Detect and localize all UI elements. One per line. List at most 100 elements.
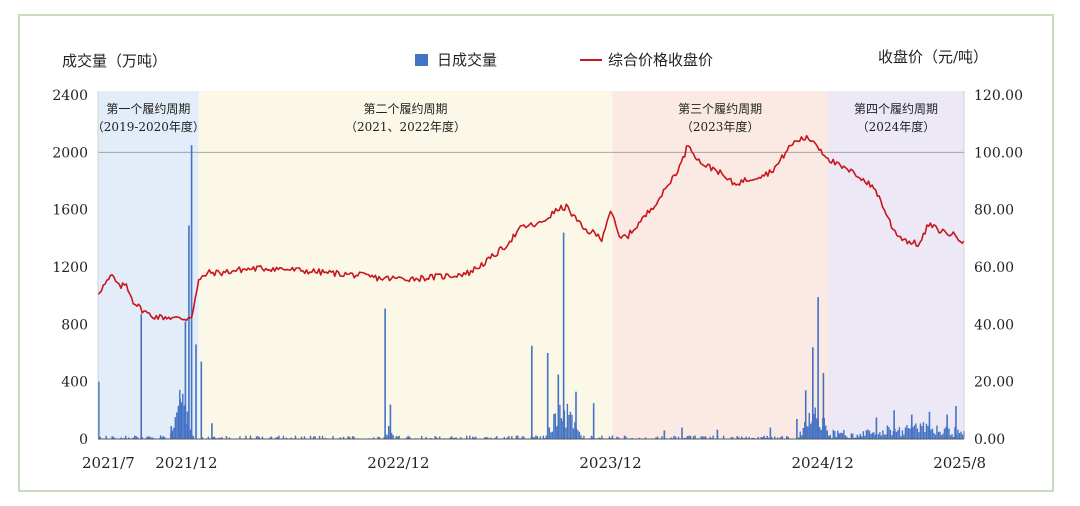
volume-bar	[420, 435, 423, 439]
volume-bar	[569, 411, 572, 439]
volume-bar	[372, 437, 375, 439]
volume-bar	[907, 428, 910, 439]
volume-bar	[201, 437, 204, 439]
volume-bar-peak	[546, 353, 549, 439]
volume-bar	[840, 432, 842, 439]
volume-bar	[948, 428, 950, 439]
volume-bar	[828, 435, 830, 439]
volume-bar	[786, 435, 788, 439]
volume-bar	[554, 413, 557, 439]
volume-bar	[245, 435, 247, 439]
volume-bar	[861, 436, 863, 439]
volume-bar	[249, 435, 252, 439]
volume-bar	[550, 432, 552, 439]
volume-bar	[189, 429, 192, 439]
volume-bar	[661, 436, 663, 439]
volume-bar	[781, 435, 783, 439]
volume-bar	[625, 436, 627, 439]
volume-bar	[451, 436, 453, 439]
left-tick-label: 1200	[52, 260, 88, 276]
volume-bar	[958, 433, 961, 439]
volume-bar	[390, 432, 393, 439]
volume-bar	[490, 437, 492, 439]
volume-bar	[870, 433, 872, 439]
volume-bar	[939, 431, 941, 439]
volume-bar	[556, 426, 558, 439]
volume-bar	[473, 437, 475, 439]
legend-price-label: 综合价格收盘价	[608, 51, 713, 69]
period-band-3	[612, 91, 828, 439]
volume-bar	[590, 435, 593, 439]
volume-bar-peak	[955, 406, 957, 439]
volume-bar	[957, 429, 959, 439]
volume-bar	[709, 436, 711, 439]
volume-bar	[339, 437, 342, 439]
right-tick-label: 60.00	[974, 260, 1014, 276]
volume-bar	[617, 437, 620, 439]
volume-bar	[285, 437, 288, 439]
volume-bar	[99, 436, 101, 439]
volume-bar	[454, 437, 456, 439]
volume-bar	[843, 429, 845, 439]
volume-bar	[841, 433, 844, 439]
volume-bar	[503, 436, 506, 439]
volume-bar	[850, 433, 853, 439]
volume-bar	[730, 437, 732, 439]
volume-bar	[694, 435, 696, 439]
volume-bar	[378, 437, 381, 439]
volume-bar	[276, 436, 279, 439]
period-subtitle-4: （2024年度）	[857, 119, 936, 134]
volume-bar	[578, 431, 581, 439]
period-subtitle-2: （2021、2022年度）	[345, 119, 466, 134]
volume-bar	[176, 412, 178, 439]
period-band-4	[827, 91, 964, 439]
volume-bar	[909, 428, 911, 439]
volume-bar	[212, 436, 214, 439]
volume-bar	[506, 437, 509, 439]
volume-bar	[895, 431, 898, 439]
volume-bar	[949, 435, 952, 439]
volume-bar	[931, 428, 934, 439]
volume-bar	[768, 437, 770, 439]
volume-bar	[348, 436, 351, 439]
volume-bar	[752, 437, 755, 439]
volume-bar	[825, 425, 827, 439]
volume-bar-peak	[804, 390, 807, 439]
volume-bar-peak	[910, 414, 913, 439]
volume-bar	[436, 437, 438, 439]
volume-bar	[867, 429, 869, 439]
volume-bar	[799, 431, 801, 439]
volume-bar-peak	[211, 423, 213, 439]
volume-bar	[434, 435, 436, 439]
volume-bar	[572, 428, 575, 439]
volume-bar	[611, 435, 614, 439]
volume-bar	[903, 434, 905, 439]
volume-bar-peak	[195, 344, 197, 439]
volume-bar	[123, 437, 125, 439]
volume-bar	[819, 427, 821, 439]
volume-bar	[760, 436, 762, 439]
volume-bar	[898, 427, 901, 439]
volume-bar	[925, 423, 928, 439]
volume-bar	[807, 426, 809, 439]
volume-bar	[703, 436, 705, 439]
volume-bar	[553, 413, 555, 439]
price-line	[97, 134, 965, 322]
volume-bar	[813, 413, 815, 439]
period-title-4: 第四个履约周期	[854, 101, 938, 116]
volume-bar	[844, 435, 847, 439]
volume-bar	[146, 436, 148, 439]
volume-bar	[704, 436, 707, 439]
volume-bar	[670, 437, 672, 439]
volume-bar	[134, 435, 136, 439]
period-title-3: 第三个履约周期	[678, 101, 762, 116]
volume-bar	[545, 435, 548, 439]
volume-bar	[511, 436, 513, 439]
volume-bar	[886, 425, 889, 439]
volume-bar	[141, 437, 143, 439]
volume-bar	[392, 435, 394, 439]
volume-bar	[873, 432, 875, 439]
volume-bar	[937, 431, 940, 439]
volume-bar	[924, 432, 926, 439]
